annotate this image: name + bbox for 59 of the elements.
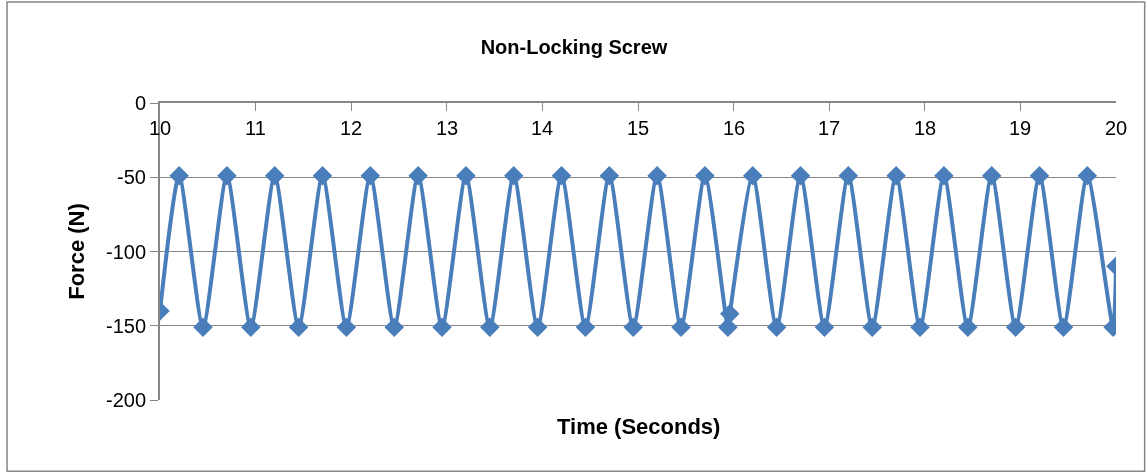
point [623,317,643,337]
x-tick-label: 17 [818,117,841,139]
x-tick-label: 10 [149,117,172,139]
x-tick-label: 15 [627,117,650,139]
point [1077,166,1098,186]
point [217,166,237,186]
point [838,166,859,186]
point [958,317,978,337]
x-tick-label: 13 [436,117,459,139]
x-tick-label: 20 [1105,117,1128,139]
point [480,317,500,337]
point [312,166,333,186]
x-tick-label: 14 [531,117,554,139]
y-tick-label: -150 [106,315,147,337]
y-tick-label: 0 [135,92,147,114]
point [288,317,309,337]
point [408,166,428,186]
x-tick-label: 18 [914,117,937,139]
point [264,166,285,186]
x-tick-label: 11 [245,117,266,139]
y-tick-label: -100 [106,241,147,263]
point [742,166,763,186]
point [790,166,811,186]
point [575,317,596,337]
point [336,317,357,337]
point [886,166,906,186]
y-tick-label: -200 [106,389,147,411]
point [193,317,213,337]
point [766,317,787,337]
point [384,317,404,337]
point [720,304,740,324]
point [910,317,930,337]
point [360,166,381,186]
point [169,166,189,186]
point [456,166,476,186]
point [981,166,1002,186]
x-tick-label: 16 [723,117,746,139]
y-tick-label: -50 [117,166,146,188]
point [527,317,548,337]
point [695,166,715,186]
point [934,166,954,186]
point [862,317,882,337]
x-axis-title: Time (Seconds) [557,414,721,439]
x-tick-label: 12 [340,117,363,139]
point [1053,317,1074,337]
point [1005,317,1026,337]
x-tick-label: 19 [1009,117,1032,139]
point [599,166,620,186]
point [1029,166,1050,186]
point [241,317,261,337]
point [647,166,667,186]
chart-title: Non-Locking Screw [480,36,668,59]
point [718,317,738,337]
point [551,166,572,186]
point [503,166,524,186]
y-axis-title: Force (N) [63,203,89,300]
point [814,317,835,337]
point [432,317,452,337]
point [671,317,691,337]
